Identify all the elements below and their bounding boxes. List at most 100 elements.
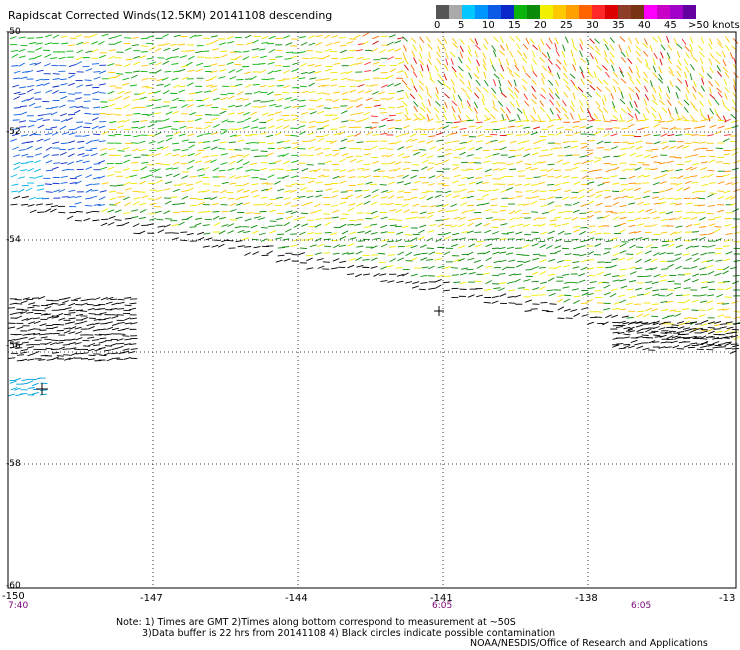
wind-barb	[603, 94, 607, 102]
wind-barb	[428, 51, 432, 59]
wind-barb	[104, 333, 112, 336]
wind-barb	[594, 169, 602, 172]
wind-barb	[410, 211, 418, 214]
wind-barb	[716, 302, 724, 305]
wind-barb	[258, 63, 266, 65]
wind-barb	[666, 292, 673, 297]
wind-barb	[68, 317, 76, 320]
wind-barb	[266, 250, 274, 255]
wind-barb	[364, 61, 372, 66]
wind-barb	[234, 226, 242, 229]
colorbar-swatch	[540, 5, 553, 19]
wind-barb	[162, 33, 169, 38]
wind-barb	[611, 314, 619, 318]
wind-barb	[645, 244, 653, 248]
wind-barb	[341, 152, 349, 157]
wind-barb	[530, 167, 538, 171]
wind-barb	[301, 90, 309, 94]
wind-barb	[395, 134, 403, 138]
wind-barb	[252, 251, 260, 255]
wind-barb	[477, 133, 485, 137]
wind-barb	[548, 273, 556, 276]
wind-barb	[539, 100, 544, 107]
wind-barb	[595, 50, 602, 56]
wind-barb	[428, 265, 435, 270]
wind-barb	[731, 147, 739, 152]
wind-barb	[124, 322, 132, 325]
wind-barb	[685, 93, 689, 101]
wind-barb	[394, 167, 401, 172]
wind-barb	[532, 195, 540, 199]
wind-barb	[402, 167, 410, 171]
wind-barb	[370, 201, 378, 206]
wind-barb	[132, 70, 140, 73]
wind-barb	[498, 287, 505, 292]
wind-barb	[93, 297, 101, 301]
wind-barb	[259, 127, 267, 129]
wind-barb	[532, 70, 538, 78]
wind-barb	[186, 61, 193, 66]
wind-barb	[435, 121, 443, 123]
wind-barb	[618, 274, 626, 278]
wind-barb	[75, 180, 82, 185]
wind-barb	[658, 93, 662, 100]
wind-barb	[506, 163, 514, 166]
wind-barb	[604, 43, 609, 51]
wind-barb	[556, 72, 561, 80]
wind-barb	[97, 204, 105, 207]
wind-barb	[401, 100, 408, 107]
wind-barb	[652, 326, 660, 330]
wind-barb	[403, 209, 410, 214]
wind-barb	[301, 223, 309, 227]
wind-barb	[219, 110, 227, 115]
wind-barb	[468, 243, 476, 248]
wind-barb	[629, 77, 635, 85]
wind-barb	[405, 145, 413, 149]
wind-barb	[482, 272, 490, 275]
wind-barb	[653, 134, 661, 137]
wind-barb	[622, 336, 630, 339]
wind-barb	[709, 66, 714, 74]
wind-barb	[51, 315, 59, 317]
wind-barb	[691, 154, 699, 157]
wind-barb	[108, 49, 116, 52]
wind-barb	[316, 258, 324, 261]
wind-barb	[60, 162, 68, 165]
colorbar-swatch	[631, 5, 644, 19]
wind-barb	[539, 259, 547, 263]
colorbar-swatch	[618, 5, 631, 19]
wind-barb	[690, 216, 698, 220]
wind-barb	[409, 93, 416, 100]
wind-barb	[163, 47, 171, 52]
wind-barb	[266, 202, 273, 207]
wind-barb	[26, 141, 34, 143]
wind-barb	[708, 43, 713, 50]
wind-barb	[172, 97, 179, 102]
wind-barb	[20, 300, 28, 304]
wind-barb	[106, 296, 114, 300]
wind-barb	[140, 45, 148, 47]
wind-barb	[546, 51, 551, 59]
wind-barb	[258, 232, 266, 236]
wind-barb	[612, 279, 620, 282]
wind-barb	[355, 62, 363, 65]
wind-barb	[683, 99, 690, 106]
wind-barb	[283, 160, 291, 165]
wind-barb	[699, 108, 703, 116]
wind-barb	[138, 230, 146, 235]
wind-barb	[349, 63, 357, 67]
wind-barb	[28, 57, 36, 60]
wind-barb	[681, 38, 687, 45]
wind-barb	[653, 52, 658, 60]
wind-barb	[35, 47, 43, 51]
wind-barb	[652, 72, 658, 79]
wind-barb	[291, 117, 299, 121]
wind-barb	[675, 294, 683, 297]
wind-barb	[665, 187, 673, 192]
wind-barb	[484, 107, 491, 113]
wind-barb	[75, 210, 83, 213]
wind-barb	[227, 167, 235, 171]
wind-barb	[707, 204, 715, 207]
wind-barb	[476, 264, 484, 269]
